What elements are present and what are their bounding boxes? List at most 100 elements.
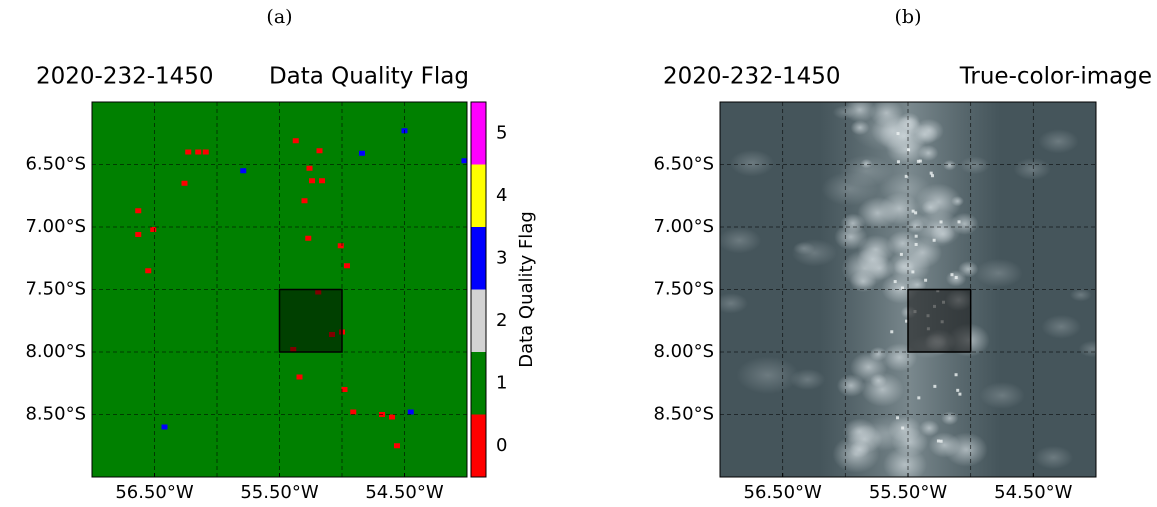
bright-cloud [911, 270, 914, 273]
cloud [837, 374, 865, 397]
cloud [929, 432, 961, 457]
haze [908, 214, 929, 227]
colorbar-tick-label: 2 [496, 310, 507, 331]
colorbar-segment [471, 415, 486, 478]
flag-pixel [150, 227, 156, 232]
colorbar-segment [471, 352, 486, 415]
flag-pixel [293, 138, 299, 143]
y-tick-label: 7.50°S [25, 279, 86, 300]
cloud [850, 270, 877, 292]
bright-cloud [896, 416, 899, 419]
x-tick-label: 56.50°W [115, 482, 194, 503]
bright-cloud [933, 385, 936, 388]
flag-pixel [307, 166, 313, 171]
haze [853, 423, 901, 452]
colorbar-segment [471, 227, 486, 290]
bright-cloud [894, 280, 897, 283]
flag-pixel [145, 268, 151, 273]
flag-pixel [182, 181, 188, 186]
haze [714, 293, 748, 313]
y-tick-label: 8.50°S [653, 404, 714, 425]
haze [975, 259, 1023, 288]
flag-pixel [195, 150, 201, 155]
y-tick-label: 7.00°S [653, 216, 714, 237]
flag-pixel [305, 236, 311, 241]
colorbar-tick-label: 3 [496, 247, 507, 268]
haze [718, 227, 761, 253]
haze [793, 242, 815, 255]
haze [1038, 129, 1078, 153]
bright-cloud [937, 439, 940, 442]
haze [960, 156, 990, 174]
bright-cloud [958, 393, 961, 396]
colorbar-segment [471, 102, 486, 165]
cloud [887, 231, 918, 256]
flag-pixel [135, 208, 141, 213]
colorbar-tick-label: 5 [496, 122, 507, 143]
flag-pixel [302, 198, 308, 203]
flag-pixel [408, 410, 414, 415]
flag-pixel [203, 150, 209, 155]
flag-pixel [135, 232, 141, 237]
bright-cloud [900, 253, 903, 256]
colorbar-segment [471, 165, 486, 228]
x-tick-label: 56.50°W [744, 482, 823, 503]
flag-pixel [394, 443, 400, 448]
x-tick-label: 55.50°W [240, 482, 319, 503]
flag-pixel [309, 178, 315, 183]
panel-label: (b) [895, 6, 922, 28]
haze [1079, 341, 1107, 358]
colorbar-tick-label: 0 [496, 435, 507, 456]
bright-cloud [955, 373, 958, 376]
flag-pixel [319, 178, 325, 183]
y-tick-label: 6.50°S [653, 154, 714, 175]
bright-cloud [940, 220, 943, 223]
bright-cloud [912, 210, 915, 213]
flag-pixel [240, 168, 246, 173]
haze [730, 150, 774, 177]
flag-pixel [297, 375, 303, 380]
bright-cloud [956, 389, 959, 392]
bright-cloud [940, 440, 943, 443]
page: (a)2020-232-1450Data Quality Flag012345D… [0, 0, 1157, 507]
flag-pixel [344, 263, 350, 268]
x-tick-label: 55.50°W [869, 482, 948, 503]
bright-cloud [955, 276, 958, 279]
panel-label: (a) [266, 6, 292, 28]
bright-cloud [915, 235, 918, 238]
bright-cloud [915, 243, 918, 246]
bright-cloud [901, 287, 904, 290]
bright-cloud [917, 396, 920, 399]
bright-cloud [897, 160, 900, 163]
flag-pixel [162, 425, 168, 430]
flag-pixel [350, 410, 356, 415]
cloud [943, 160, 956, 171]
flag-pixel [185, 150, 191, 155]
title: 2020-232-1450 [36, 64, 214, 90]
cloud [951, 196, 964, 206]
highlight-box [908, 290, 971, 353]
haze [833, 105, 856, 119]
haze [980, 382, 1025, 409]
highlight-box [280, 290, 343, 353]
bright-cloud [931, 174, 934, 177]
cloud [834, 224, 867, 250]
haze [1070, 288, 1092, 301]
bright-cloud [958, 220, 961, 223]
flag-pixel [317, 148, 323, 153]
y-tick-label: 7.00°S [25, 216, 86, 237]
haze [737, 356, 800, 394]
title-right: True-color-image [959, 64, 1152, 90]
bright-cloud [950, 273, 953, 276]
y-tick-label: 8.50°S [25, 404, 86, 425]
title-right: Data Quality Flag [269, 64, 469, 90]
y-tick-label: 8.00°S [653, 341, 714, 362]
cloud [941, 411, 958, 425]
title: 2020-232-1450 [663, 64, 841, 90]
bright-cloud [933, 239, 936, 242]
colorbar-label: Data Quality Flag [516, 211, 537, 368]
haze [851, 110, 920, 151]
bright-cloud [907, 148, 910, 151]
haze [1041, 315, 1081, 339]
colorbar-segment [471, 290, 486, 353]
